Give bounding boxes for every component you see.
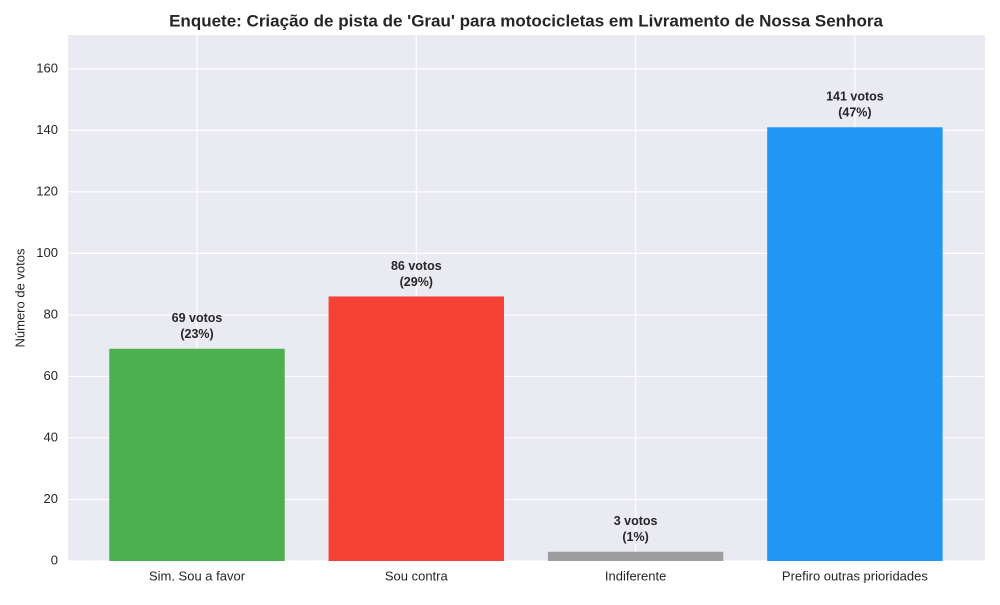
y-tick-label: 0 <box>51 552 58 567</box>
x-tick-label: Sou contra <box>385 568 449 583</box>
value-label: (1%) <box>622 530 648 544</box>
y-tick-label: 40 <box>44 429 58 444</box>
value-label: (47%) <box>838 106 871 120</box>
y-tick-label: 60 <box>44 368 58 383</box>
y-tick-label: 80 <box>44 306 58 321</box>
value-label: (29%) <box>400 275 433 289</box>
bar <box>109 348 285 561</box>
value-label: 69 votos <box>172 311 223 325</box>
y-tick-label: 20 <box>44 491 58 506</box>
x-tick-label: Indiferente <box>605 568 666 583</box>
chart-title: Enquete: Criação de pista de 'Grau' para… <box>169 11 883 30</box>
y-tick-label: 160 <box>36 60 58 75</box>
y-axis-label: Número de votos <box>12 248 27 347</box>
bar <box>547 551 724 561</box>
y-tick-label: 100 <box>36 245 58 260</box>
value-label: (23%) <box>180 327 213 341</box>
bar <box>767 127 943 561</box>
value-label: 3 votos <box>614 514 658 528</box>
value-label: 141 votos <box>826 90 884 104</box>
x-tick-label: Prefiro outras prioridades <box>782 568 928 583</box>
y-tick-label: 140 <box>36 122 58 137</box>
value-label: 86 votos <box>391 259 442 273</box>
y-tick-label: 120 <box>36 183 58 198</box>
x-tick-label: Sim. Sou a favor <box>149 568 246 583</box>
bar <box>328 296 505 561</box>
